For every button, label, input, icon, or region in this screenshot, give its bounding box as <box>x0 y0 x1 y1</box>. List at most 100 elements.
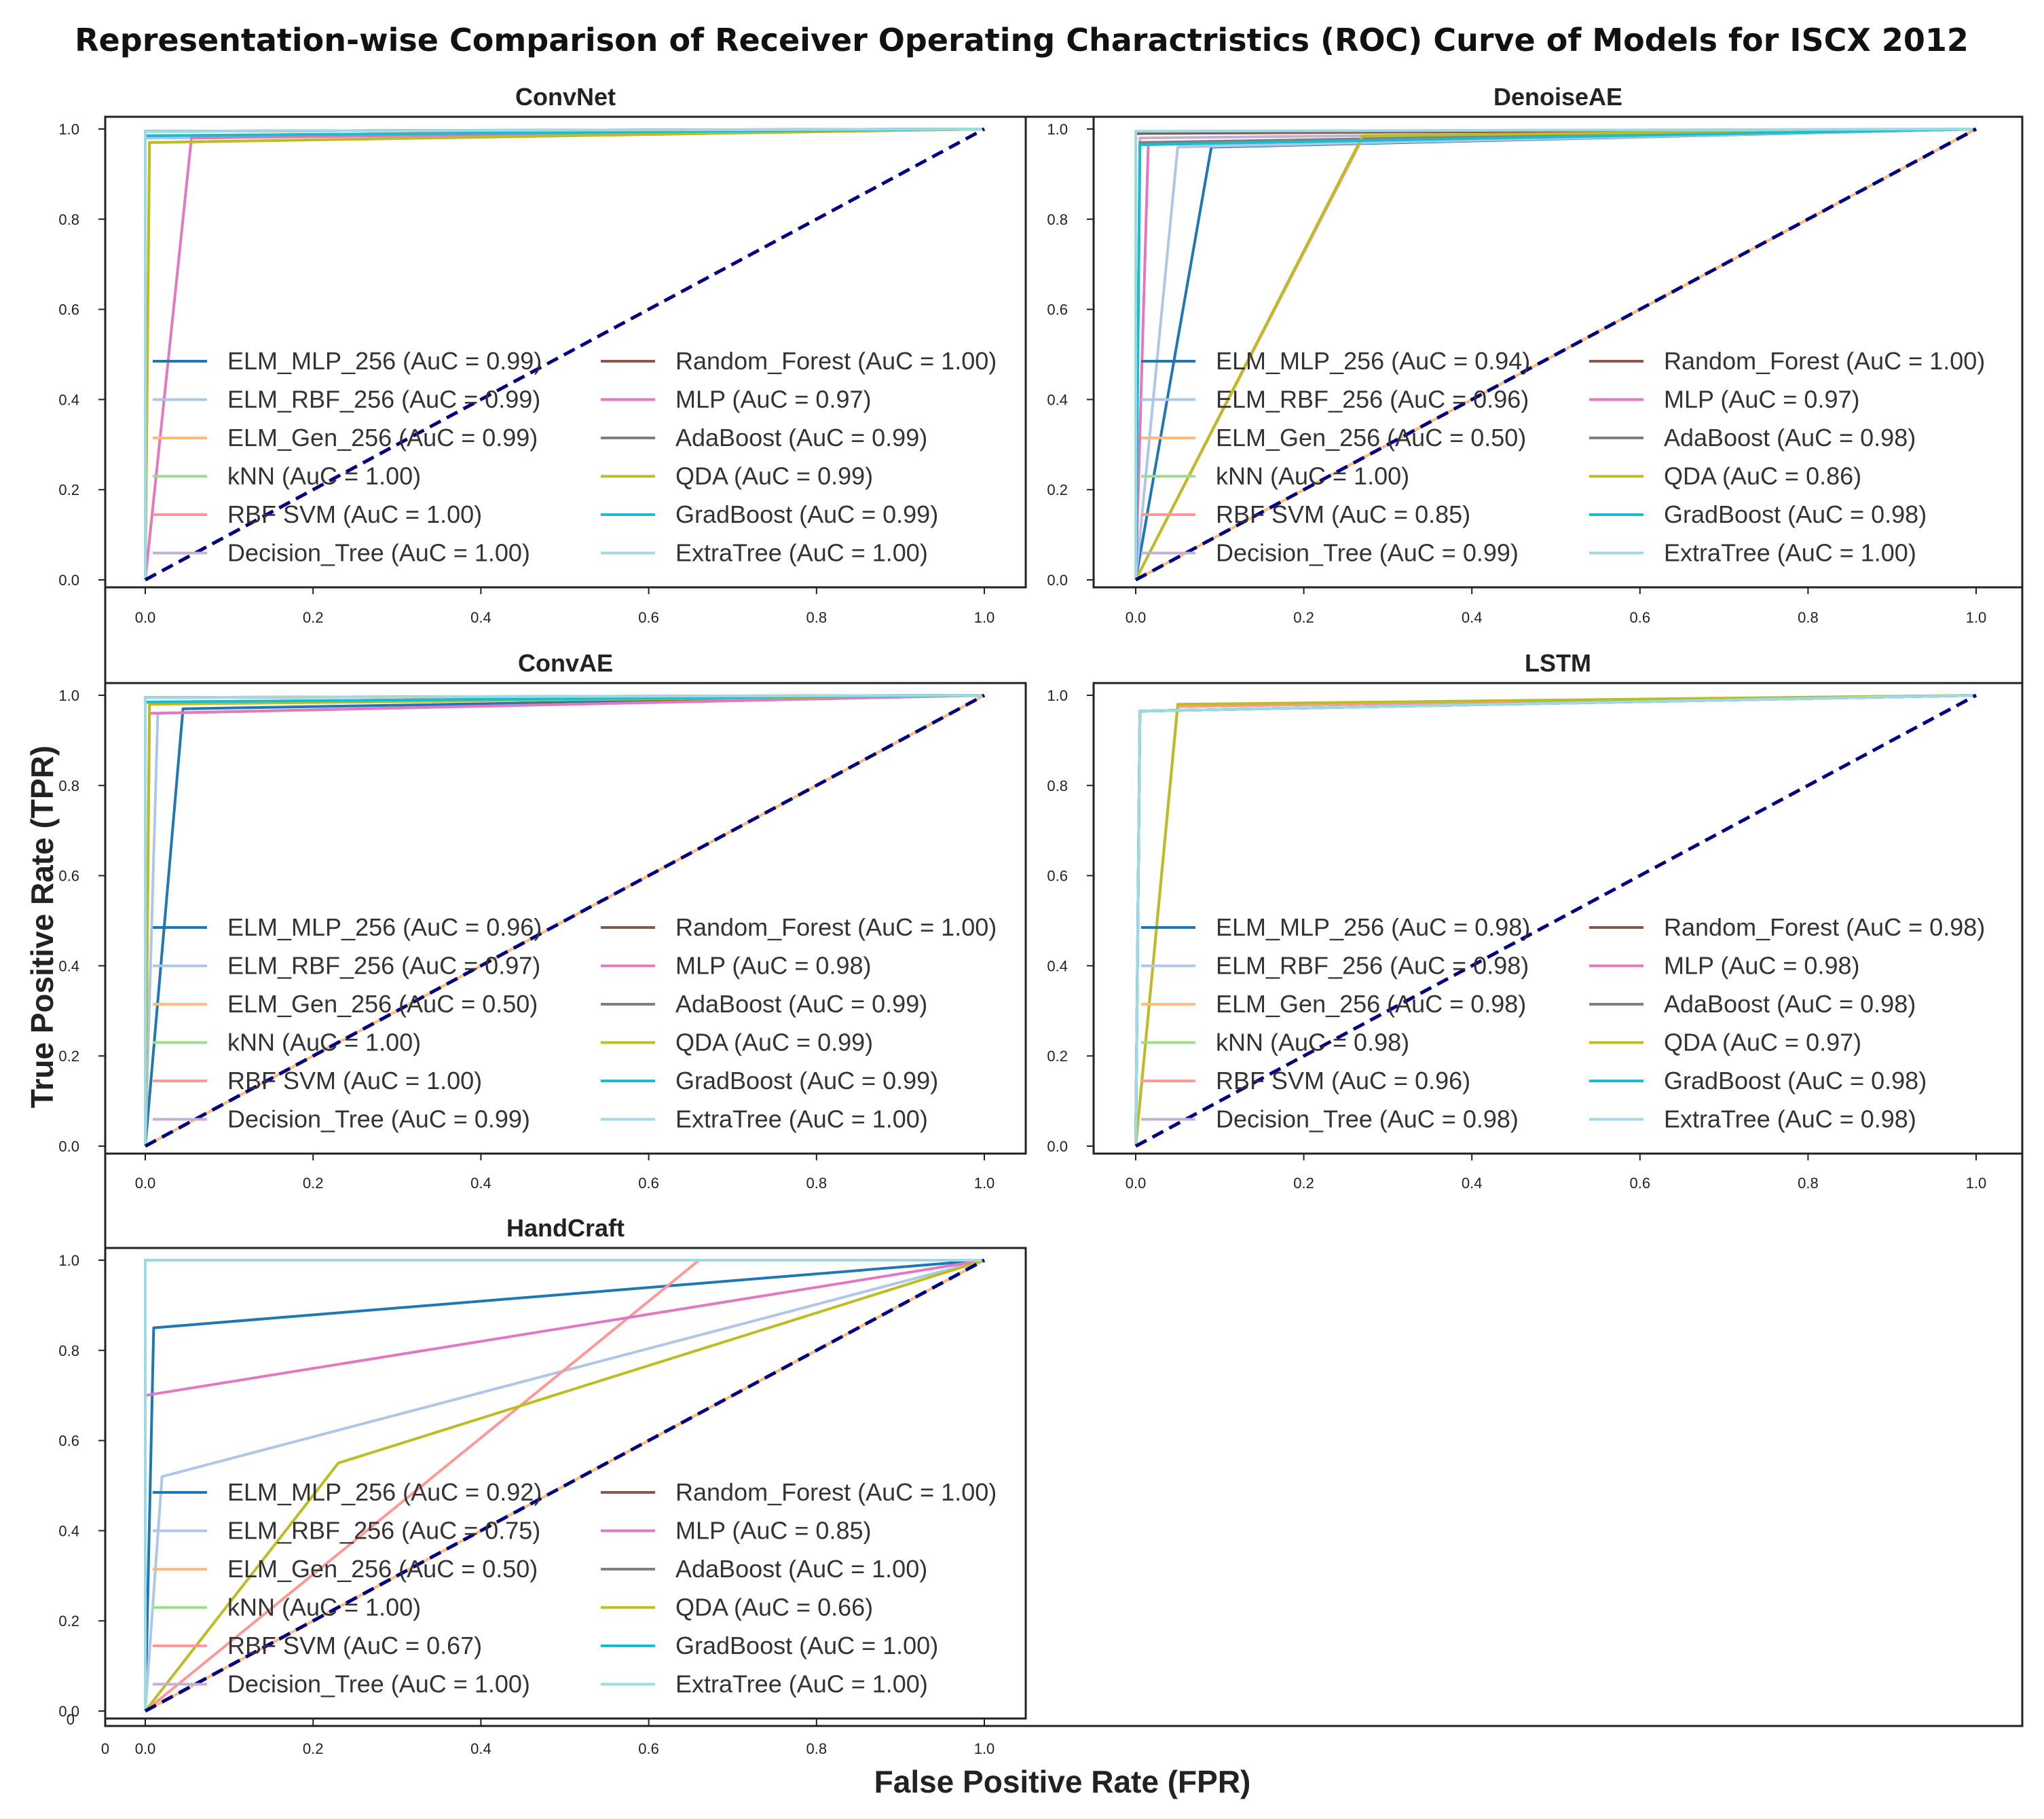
legend-entry-knn: kNN (AuC = 1.00) <box>227 1029 421 1057</box>
panel-convnet: ConvNet0.00.20.40.60.81.00.0 0.2 0.4 0.6 0.8… <box>58 83 1026 626</box>
y-tick-label: 0.6 <box>1047 868 1068 885</box>
x-tick-label: 0.2 <box>303 1740 324 1757</box>
legend-entry-extratree: ExtraTree (AuC = 1.00) <box>675 539 928 567</box>
legend-entry-gradboost: GradBoost (AuC = 0.98) <box>1664 1067 1927 1095</box>
legend-entry-knn: kNN (AuC = 1.00) <box>227 1594 421 1621</box>
x-tick-label: 1.0 <box>1966 1175 1987 1192</box>
y-tick-label: 0.0 <box>1047 572 1068 589</box>
y-tick-label: 0.0 <box>58 1138 79 1155</box>
legend-entry-decision-tree: Decision_Tree (AuC = 1.00) <box>227 539 530 567</box>
legend-entry-decision-tree: Decision_Tree (AuC = 0.98) <box>1216 1105 1519 1133</box>
legend-entry-random-forest: Random_Forest (AuC = 1.00) <box>675 913 997 941</box>
legend-entry-elm-mlp-256: ELM_MLP_256 (AuC = 0.98) <box>1216 913 1530 941</box>
legend-entry-adaboost: AdaBoost (AuC = 1.00) <box>675 1555 927 1583</box>
x-tick-label: 0.0 <box>135 609 156 626</box>
legend-entry-gradboost: GradBoost (AuC = 1.00) <box>675 1632 938 1659</box>
y-tick-label: 1.0 <box>58 687 79 704</box>
y-tick-label: 1.0 <box>1047 121 1068 138</box>
x-tick-label: 0.2 <box>303 1175 324 1192</box>
legend-entry-random-forest: Random_Forest (AuC = 1.00) <box>1664 347 1985 375</box>
x-tick-label: 1.0 <box>974 1175 995 1192</box>
legend-entry-elm-gen-256: ELM_Gen_256 (AuC = 0.99) <box>227 424 538 452</box>
legend-entry-decision-tree: Decision_Tree (AuC = 0.99) <box>227 1105 530 1133</box>
y-tick-label: 0.6 <box>58 868 79 885</box>
legend-entry-elm-mlp-256: ELM_MLP_256 (AuC = 0.99) <box>227 347 542 375</box>
x-tick-label: 0.6 <box>638 1175 659 1192</box>
legend-entry-elm-mlp-256: ELM_MLP_256 (AuC = 0.92) <box>227 1478 542 1506</box>
legend-entry-gradboost: GradBoost (AuC = 0.99) <box>675 500 938 528</box>
x-tick-label: 0.6 <box>638 1740 659 1757</box>
y-tick-label: 0.0 <box>58 1703 79 1720</box>
panel-title: ConvNet <box>515 83 616 111</box>
legend-entry-rbf-svm: RBF SVM (AuC = 0.85) <box>1216 500 1470 528</box>
x-tick-label: 0.4 <box>470 1175 491 1192</box>
legend-entry-decision-tree: Decision_Tree (AuC = 1.00) <box>227 1670 530 1698</box>
legend-entry-elm-rbf-256: ELM_RBF_256 (AuC = 0.97) <box>227 952 540 980</box>
x-tick-label: 0.8 <box>1798 1175 1819 1192</box>
x-tick-label: 0.6 <box>1630 1175 1651 1192</box>
panel-denoiseae: DenoiseAE 0.0 0.2 0.4 0.6 0.8 1.0 0.0 0.2 0.4 0.6 0… <box>1047 83 2022 626</box>
x-tick-label: 0.8 <box>806 1175 828 1192</box>
legend-entry-random-forest: Random_Forest (AuC = 1.00) <box>675 347 997 375</box>
legend-entry-random-forest: Random_Forest (AuC = 1.00) <box>675 1478 997 1506</box>
legend-entry-adaboost: AdaBoost (AuC = 0.99) <box>675 424 927 452</box>
x-tick-label: 0.4 <box>470 1740 491 1757</box>
legend-entry-elm-gen-256: ELM_Gen_256 (AuC = 0.50) <box>227 990 538 1018</box>
x-tick-label: 0.0 <box>135 1740 156 1757</box>
legend-entry-rbf-svm: RBF SVM (AuC = 1.00) <box>227 1067 482 1095</box>
panel-lstm: LSTM0.00.20.40.60.81.00.0 0.2 0.4 0.6 0.8 1.0… <box>1047 649 2022 1192</box>
legend-entry-elm-rbf-256: ELM_RBF_256 (AuC = 0.96) <box>1216 386 1529 414</box>
y-tick-label: 0.2 <box>1047 1048 1068 1065</box>
roc-figure: Representation-wise Comparison of Receiv… <box>0 0 2044 1819</box>
x-tick-label: 0.8 <box>806 1740 828 1757</box>
y-tick-label: 0.0 <box>58 572 79 589</box>
y-tick-label: 1.0 <box>1047 687 1068 704</box>
legend-entry-qda: QDA (AuC = 0.99) <box>675 1029 873 1057</box>
legend-entry-mlp: MLP (AuC = 0.97) <box>1664 386 1859 414</box>
panel-convae: ConvAE0.00.20.40.60.81.00.0 0.2 0.4 0.6 0.8 1… <box>58 649 1026 1192</box>
legend-entry-gradboost: GradBoost (AuC = 0.99) <box>675 1067 938 1095</box>
legend-entry-elm-mlp-256: ELM_MLP_256 (AuC = 0.96) <box>227 913 542 941</box>
x-tick-label: 0.2 <box>1293 1175 1314 1192</box>
y-tick-label: 0.2 <box>58 1613 79 1630</box>
legend-entry-qda: QDA (AuC = 0.99) <box>675 462 873 490</box>
x-tick-label: 0.0 <box>135 1175 156 1192</box>
y-axis-label: True Positive Rate (TPR) <box>24 746 60 1108</box>
x-tick-label: 0.4 <box>1462 1175 1483 1192</box>
legend-entry-extratree: ExtraTree (AuC = 1.00) <box>1664 539 1916 567</box>
legend-entry-adaboost: AdaBoost (AuC = 0.98) <box>1664 424 1916 452</box>
y-tick-label: 0.8 <box>58 777 79 794</box>
x-tick-label: 0.4 <box>470 609 491 626</box>
legend-entry-elm-gen-256: ELM_Gen_256 (AuC = 0.98) <box>1216 990 1526 1018</box>
x-axis-label: False Positive Rate (FPR) <box>874 1764 1251 1799</box>
y-tick-label: 0.8 <box>1047 211 1068 228</box>
y-tick-label: 0.4 <box>58 957 79 974</box>
x-tick-label: 0.4 <box>1462 609 1483 626</box>
figure-title: Representation-wise Comparison of Receiv… <box>75 22 1969 58</box>
panel-handcraft: HandCraft 0.0 0.2 0.4 0.6 0.8 1.0 0.0 0.2 0.4 0.6 0… <box>58 1214 1026 1757</box>
y-tick-label: 0.8 <box>58 1342 79 1359</box>
legend-entry-rbf-svm: RBF SVM (AuC = 1.00) <box>227 500 482 528</box>
legend-entry-mlp: MLP (AuC = 0.98) <box>675 952 871 980</box>
legend-entry-mlp: MLP (AuC = 0.85) <box>675 1517 871 1545</box>
legend-entry-qda: QDA (AuC = 0.86) <box>1664 462 1861 490</box>
legend-entry-elm-rbf-256: ELM_RBF_256 (AuC = 0.98) <box>1216 952 1529 980</box>
y-tick-label: 1.0 <box>58 1252 79 1269</box>
legend-entry-elm-gen-256: ELM_Gen_256 (AuC = 0.50) <box>227 1555 538 1583</box>
y-tick-label: 0.6 <box>58 1433 79 1450</box>
x-tick-label: 0.6 <box>1630 609 1651 626</box>
legend-entry-elm-rbf-256: ELM_RBF_256 (AuC = 0.75) <box>227 1517 540 1545</box>
y-tick-label: 0.8 <box>1047 777 1068 794</box>
y-tick-label: 1.0 <box>58 121 79 138</box>
legend-entry-rbf-svm: RBF SVM (AuC = 0.96) <box>1216 1067 1470 1095</box>
legend-entry-random-forest: Random_Forest (AuC = 0.98) <box>1664 913 1985 941</box>
y-tick-label: 0.6 <box>1047 301 1068 318</box>
x-tick-label: 0.2 <box>303 609 324 626</box>
legend-entry-extratree: ExtraTree (AuC = 1.00) <box>675 1670 928 1698</box>
panel-title: DenoiseAE <box>1493 83 1622 111</box>
x-tick-label: 1.0 <box>1966 609 1987 626</box>
legend-entry-mlp: MLP (AuC = 0.98) <box>1664 952 1859 980</box>
legend-entry-elm-rbf-256: ELM_RBF_256 (AuC = 0.99) <box>227 386 540 414</box>
legend-entry-extratree: ExtraTree (AuC = 1.00) <box>675 1105 928 1133</box>
x-tick-label: 0.0 <box>1126 609 1147 626</box>
